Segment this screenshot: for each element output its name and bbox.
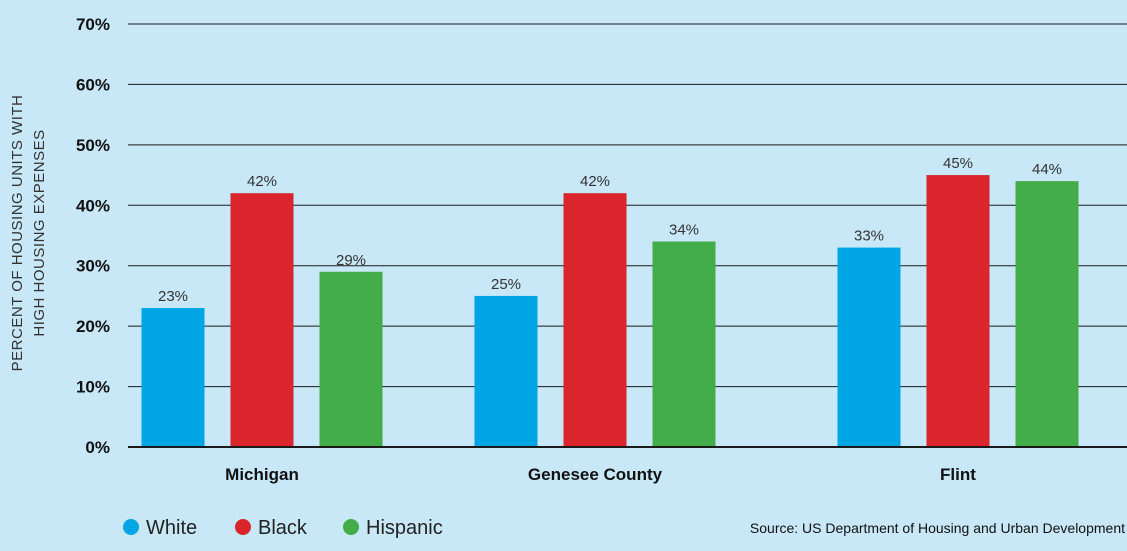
x-axis-categories: Michigan Genesee County Flint xyxy=(225,465,976,484)
y-tick-label: 40% xyxy=(76,196,110,215)
y-tick-label: 30% xyxy=(76,257,110,276)
legend-swatch xyxy=(123,519,139,535)
data-label: 45% xyxy=(943,155,973,172)
data-label: 44% xyxy=(1032,161,1062,178)
legend-item-black: Black xyxy=(235,517,308,539)
bars xyxy=(141,175,1079,448)
category-label: Genesee County xyxy=(528,465,663,484)
data-label: 29% xyxy=(336,252,366,269)
bar-white-michigan xyxy=(141,308,205,447)
gridlines xyxy=(128,23,1127,388)
data-label: 25% xyxy=(491,276,521,293)
category-label: Michigan xyxy=(225,465,299,484)
y-axis-label-line-1: PERCENT OF HOUSING UNITS WITH xyxy=(9,95,26,372)
data-labels: 23% 42% 29% 25% 42% 34% 33% 45% 44% xyxy=(158,155,1062,305)
legend-item-hispanic: Hispanic xyxy=(343,517,443,539)
legend-label: Hispanic xyxy=(366,517,443,539)
y-tick-label: 70% xyxy=(76,15,110,34)
y-tick-label: 20% xyxy=(76,317,110,336)
bar-black-michigan xyxy=(230,193,294,447)
legend-label: Black xyxy=(258,517,308,539)
bar-black-genesee-county xyxy=(563,193,627,447)
bar-hispanic-genesee-county xyxy=(652,241,716,447)
y-tick-label: 60% xyxy=(76,75,110,94)
y-tick-label: 10% xyxy=(76,378,110,397)
bar-hispanic-michigan xyxy=(319,271,383,447)
data-label: 33% xyxy=(854,228,884,245)
y-tick-label: 0% xyxy=(85,438,110,457)
legend-label: White xyxy=(146,517,197,539)
data-label: 42% xyxy=(580,173,610,190)
y-axis-label-line-2: HIGH HOUSING EXPENSES xyxy=(31,129,48,336)
legend: White Black Hispanic xyxy=(123,517,443,539)
source-note: Source: US Department of Housing and Urb… xyxy=(750,520,1125,536)
bar-black-flint xyxy=(926,175,990,448)
data-label: 23% xyxy=(158,288,188,305)
y-axis-ticks: 0% 10% 20% 30% 40% 50% 60% 70% xyxy=(76,15,110,457)
data-label: 34% xyxy=(669,222,699,239)
legend-item-white: White xyxy=(123,517,197,539)
legend-swatch xyxy=(235,519,251,535)
bar-white-flint xyxy=(837,247,901,447)
bar-white-genesee-county xyxy=(474,295,538,447)
data-label: 42% xyxy=(247,173,277,190)
bar-hispanic-flint xyxy=(1015,181,1079,447)
y-tick-label: 50% xyxy=(76,136,110,155)
category-label: Flint xyxy=(940,465,976,484)
legend-swatch xyxy=(343,519,359,535)
